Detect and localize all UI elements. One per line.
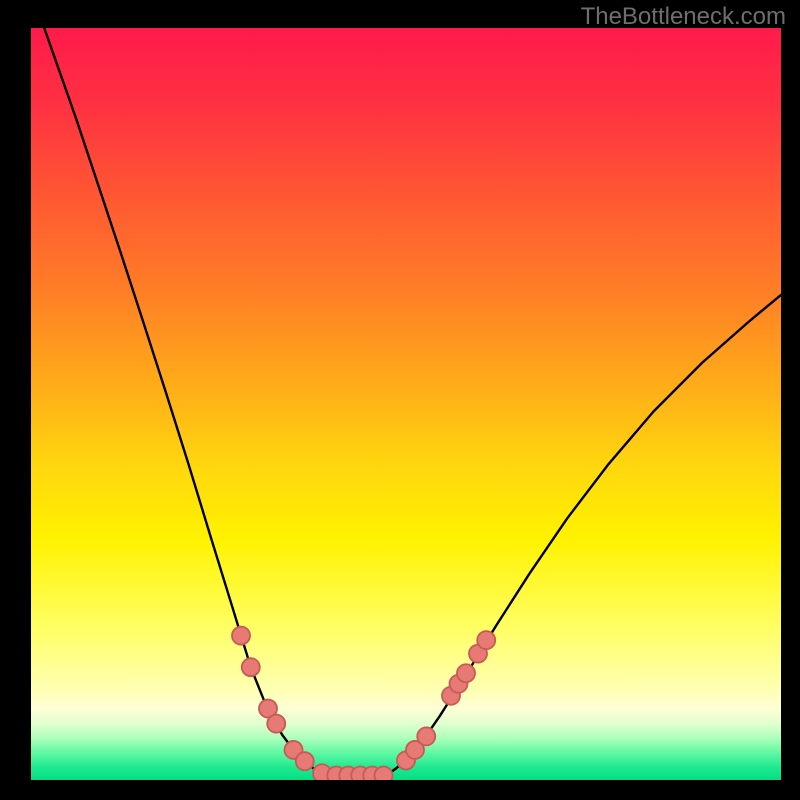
watermark-text: TheBottleneck.com	[581, 3, 786, 31]
bottleneck-chart	[31, 28, 781, 780]
outer-frame	[0, 0, 800, 800]
